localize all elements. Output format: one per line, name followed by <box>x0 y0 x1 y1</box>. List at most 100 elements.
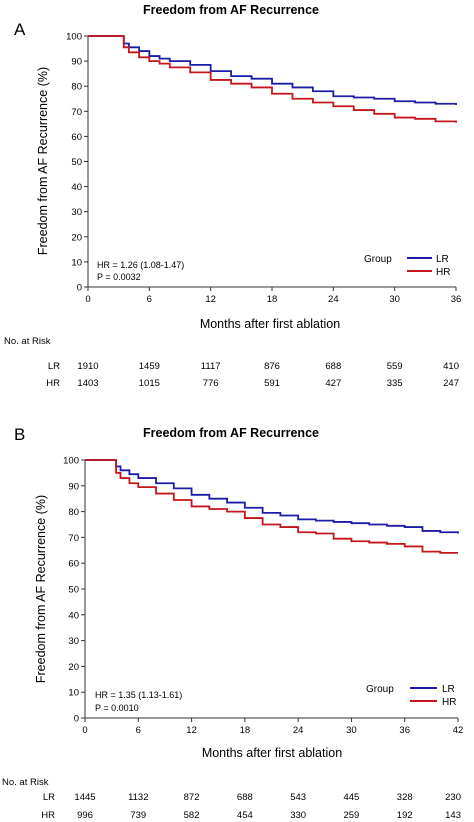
panel-a-risk-value-lr: 410 <box>443 361 459 372</box>
panel-b-annotation: HR = 1.35 (1.13-1.61) P = 0.0010 <box>95 690 182 713</box>
panel-b-risk-value-lr: 230 <box>445 792 461 803</box>
panel-a-title: Freedom from AF Recurrence <box>143 3 319 17</box>
panel-a-y-tick-label: 100 <box>66 32 82 43</box>
panel-b-y-tick-label: 60 <box>68 559 79 570</box>
panel-a-risk-header: No. at Risk <box>4 336 51 347</box>
panel-b-x-tick-label: 24 <box>293 725 304 736</box>
panel-b-risk-value-lr: 543 <box>290 792 306 803</box>
panel-a-risk-value-lr: 1117 <box>201 361 221 372</box>
panel-a-curve-hr <box>88 35 457 123</box>
panel-b-y-tick-label: 90 <box>68 481 79 492</box>
panel-b-risk-header: No. at Risk <box>2 777 49 788</box>
panel-b-risk-value-lr: 872 <box>184 792 200 803</box>
panel-a-risk-value-hr: 776 <box>203 378 219 389</box>
panel-a-risk-value-lr: 559 <box>387 361 403 372</box>
panel-a-y-tick-label: 90 <box>71 57 82 68</box>
panel-a-y-tick-label: 0 <box>77 283 82 294</box>
panel-b-risk-value-hr: 454 <box>237 810 253 821</box>
panel-b-x-tick-label: 30 <box>346 725 357 736</box>
panel-b-x-tick-label: 12 <box>186 725 197 736</box>
panel-b-legend-label-lr: LR <box>442 684 455 695</box>
panel-b-curve-hr <box>85 459 458 554</box>
panel-a-legend-label-lr: LR <box>436 254 449 265</box>
panel-a-y-tick-label: 70 <box>71 107 82 118</box>
panel-a-risk-value-lr: 688 <box>325 361 341 372</box>
panel-b-x-tick-label: 6 <box>136 725 141 736</box>
panel-b-risk-value-lr: 328 <box>397 792 413 803</box>
panel-a-x-axis-label: Months after first ablation <box>200 317 340 331</box>
panel-a-y-tick-label: 40 <box>71 182 82 193</box>
panel-b-risk-value-lr: 1132 <box>128 792 148 803</box>
panel-b-y-tick-label: 0 <box>74 714 79 725</box>
panel-b-x-tick-label: 42 <box>453 725 464 736</box>
panel-b: B Freedom from AF Recurrence Freedom fro… <box>2 425 463 821</box>
panel-a-risk-value-lr: 876 <box>264 361 280 372</box>
panel-b-risk-value-hr: 996 <box>77 810 93 821</box>
panel-b-risk-value-hr: 192 <box>397 810 413 821</box>
panel-a-x-tick-label: 18 <box>267 294 278 305</box>
panel-a-hazard-ratio: HR = 1.26 (1.08-1.47) <box>97 260 184 270</box>
panel-b-risk-value-hr: 330 <box>290 810 306 821</box>
panel-b-risk-label-hr: HR <box>41 810 55 821</box>
panel-a-x-tick-label: 12 <box>205 294 216 305</box>
panel-a-legend-title: Group <box>364 254 392 265</box>
panel-b-y-tick-label: 100 <box>63 456 79 467</box>
panel-a-y-tick-label: 30 <box>71 207 82 218</box>
panel-a-x-tick-label: 36 <box>451 294 462 305</box>
panel-b-legend-label-hr: HR <box>442 697 456 708</box>
panel-a: A Freedom from AF Recurrence Freedom fro… <box>4 3 461 389</box>
panel-a-risk-value-hr: 1015 <box>139 378 160 389</box>
panel-b-x-tick-label: 36 <box>399 725 410 736</box>
panel-a-risk-value-hr: 427 <box>325 378 341 389</box>
panel-b-y-tick-label: 10 <box>68 688 79 699</box>
panel-a-risk-value-hr: 335 <box>387 378 403 389</box>
panel-b-y-tick-label: 30 <box>68 636 79 647</box>
panel-a-risk-value-lr: 1459 <box>139 361 160 372</box>
panel-a-x-tick-label: 6 <box>147 294 152 305</box>
panel-b-risk-value-lr: 1445 <box>74 792 95 803</box>
panel-b-risk-value-lr: 445 <box>343 792 359 803</box>
panel-b-y-tick-label: 40 <box>68 610 79 621</box>
panel-b-risk-value-hr: 582 <box>184 810 200 821</box>
panel-a-p-value: P = 0.0032 <box>97 272 141 282</box>
panel-b-letter: B <box>14 425 25 444</box>
panel-a-risk-value-hr: 247 <box>443 378 459 389</box>
panel-a-y-axis-label: Freedom from AF Recurrence (%) <box>36 67 50 255</box>
panel-b-risk-value-hr: 259 <box>343 810 359 821</box>
panel-a-y-tick-label: 60 <box>71 132 82 143</box>
panel-a-legend: Group LR HR <box>364 254 450 278</box>
panel-a-annotation: HR = 1.26 (1.08-1.47) P = 0.0032 <box>97 260 184 282</box>
panel-b-risk-value-hr: 739 <box>130 810 146 821</box>
panel-b-x-tick-label: 18 <box>240 725 251 736</box>
panel-b-legend: Group LR HR <box>366 684 456 708</box>
panel-a-legend-label-hr: HR <box>436 267 450 278</box>
panel-b-y-tick-label: 20 <box>68 662 79 673</box>
panel-b-curve-lr <box>85 459 459 534</box>
panel-a-y-tick-label: 50 <box>71 157 82 168</box>
panel-a-x-tick-label: 0 <box>85 294 90 305</box>
panel-a-risk-value-hr: 591 <box>264 378 280 389</box>
panel-a-x-tick-label: 24 <box>328 294 339 305</box>
panel-a-curve-lr <box>88 35 457 106</box>
panel-b-y-tick-label: 50 <box>68 585 79 596</box>
panel-a-risk-value-lr: 1910 <box>77 361 98 372</box>
panel-a-y-tick-label: 80 <box>71 82 82 93</box>
panel-a-letter: A <box>14 20 26 39</box>
panel-a-risk-label-lr: LR <box>48 361 60 372</box>
panel-b-risk-value-lr: 688 <box>237 792 253 803</box>
panel-b-x-tick-label: 0 <box>82 725 87 736</box>
panel-a-risk-value-hr: 1403 <box>77 378 98 389</box>
panel-b-y-axis-label: Freedom from AF Recurrence (%) <box>34 495 48 683</box>
panel-b-y-tick-label: 80 <box>68 507 79 518</box>
panel-b-x-axis-label: Months after first ablation <box>202 746 342 760</box>
panel-b-risk-label-lr: LR <box>43 792 55 803</box>
panel-a-x-tick-label: 30 <box>389 294 400 305</box>
panel-b-y-tick-label: 70 <box>68 533 79 544</box>
panel-a-y-tick-label: 20 <box>71 232 82 243</box>
panel-a-risk-label-hr: HR <box>46 378 60 389</box>
panel-b-legend-title: Group <box>366 684 394 695</box>
panel-b-p-value: P = 0.0010 <box>95 703 139 713</box>
panel-b-risk-value-hr: 143 <box>445 810 461 821</box>
panel-a-y-tick-label: 10 <box>71 257 82 268</box>
